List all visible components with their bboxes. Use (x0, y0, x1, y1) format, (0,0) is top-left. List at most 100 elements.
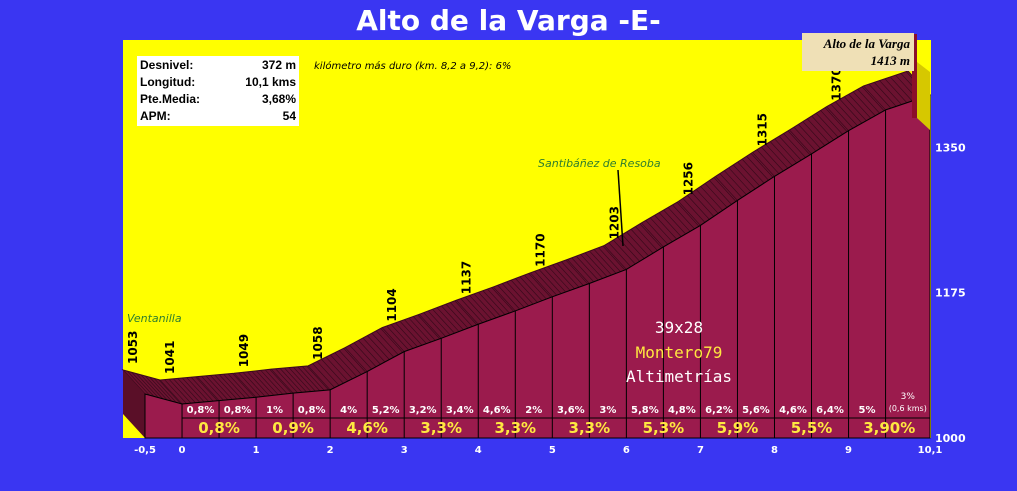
profile-hatch (450, 302, 473, 327)
profile-hatch (493, 286, 516, 312)
segment-gradient-note: (0,6 kms) (889, 404, 927, 413)
profile-hatch (807, 118, 830, 144)
profile-hatch (256, 370, 279, 396)
profile-hatch (534, 270, 558, 296)
profile-hatch (316, 361, 340, 386)
x-tick-label: 9 (845, 445, 852, 456)
profile-hatch (835, 101, 858, 126)
labels-layer: 1053 1041 1049 1058 1104 1137 1170 1203 1256 1315… (126, 67, 927, 437)
y-tick-label: 1000 (935, 432, 966, 445)
profile-hatch (353, 342, 377, 368)
stat-value: 10,1 kms (245, 75, 296, 89)
profile-hatch (678, 201, 701, 226)
y-tick-label: 1175 (935, 287, 966, 300)
profile-hatch (765, 144, 789, 169)
km-gradient-label: 5,3% (643, 419, 685, 437)
profile-hatch (386, 325, 409, 351)
segment-gradient-label: 3,4% (446, 405, 474, 416)
profile-hatch (802, 121, 826, 146)
km-gradient-label: 5,5% (791, 419, 833, 437)
profile-hatch (789, 129, 812, 155)
profile-hatch (543, 267, 566, 293)
profile-hatch (798, 124, 821, 149)
segment-gradient-label: 5% (859, 405, 876, 416)
profile-hatch (260, 370, 284, 395)
profile-hatch (617, 237, 640, 262)
profile-hatch (556, 263, 580, 288)
profile-hatch (284, 367, 307, 393)
altitude-label: 1315 (755, 113, 769, 146)
profile-hatch (325, 356, 349, 382)
profile-hatch (441, 305, 464, 331)
profile-hatch (214, 374, 238, 400)
profile-hatch (752, 152, 775, 177)
profile-hatch (362, 337, 386, 363)
km-gradient-label: 3,90% (863, 419, 915, 437)
profile-hatch (196, 376, 220, 401)
altitude-label: 1203 (607, 206, 621, 239)
profile-hatch (639, 223, 663, 249)
profile-hatch (177, 378, 201, 403)
profile-hatch (820, 110, 843, 135)
profile-hatch (630, 229, 654, 254)
profile-hatch (131, 372, 155, 397)
profile-hatch (395, 322, 418, 348)
segment-gradient-label: 5,2% (372, 405, 400, 416)
x-tick-label: 0 (179, 445, 186, 456)
place-start: Ventanilla (127, 312, 182, 325)
km-gradient-label: 3,3% (420, 419, 462, 437)
profile-hatch (604, 245, 627, 270)
profile-hatch (635, 226, 658, 251)
profile-hatch (247, 371, 270, 397)
profile-hatch (719, 173, 743, 198)
profile-hatch (852, 91, 876, 116)
profile-hatch (524, 274, 547, 300)
stats-box: Desnivel: 372 m Longitud: 10,1 kms Pte.Med… (137, 56, 299, 126)
profile-hatch (530, 272, 553, 298)
profile-hatch (275, 368, 298, 393)
profile-hatch (168, 378, 192, 404)
profile-hatch (186, 377, 209, 402)
profile-hatch (144, 375, 168, 401)
profile-hatch (547, 266, 571, 291)
profile-hatch (330, 354, 353, 380)
profile-hatch (575, 255, 599, 281)
altitude-label: 1049 (237, 334, 251, 367)
profile-hatch (626, 231, 649, 257)
profile-hatch (306, 365, 329, 391)
profile-hatch (879, 80, 902, 105)
segment-gradient-label: 4,8% (668, 405, 696, 416)
profile-hatch (264, 369, 288, 395)
altitude-label: 1170 (533, 233, 547, 266)
km-gradient-label: 3,3% (494, 419, 536, 437)
profile-hatch (423, 312, 446, 337)
profile-hatch (889, 76, 913, 102)
profile-hatch (741, 158, 765, 184)
profile-hatch (848, 94, 872, 119)
profile-hatch (676, 202, 700, 227)
profile-hatch (349, 344, 372, 370)
profile-hatch (460, 298, 483, 323)
altitude-label: 1058 (311, 326, 325, 359)
profile-hatch (815, 112, 839, 138)
profile-hatch (408, 317, 432, 343)
x-tick-label: 6 (623, 445, 630, 456)
profile-hatch (713, 177, 737, 202)
summit-altitude: 1413 m (870, 53, 910, 68)
altitude-label: 1370 (830, 67, 844, 100)
km-gradient-label: 3,3% (569, 419, 611, 437)
stat-row-desnivel: Desnivel: 372 m (140, 57, 296, 74)
x-tick-label: -0,5 (134, 445, 156, 456)
profile-hatch (473, 293, 497, 319)
stat-value: 3,68% (261, 92, 296, 106)
profile-hatch (589, 250, 612, 276)
profile-hatch (219, 374, 242, 399)
profile-hatch (873, 82, 897, 107)
profile-hatch (584, 252, 608, 277)
profile-hatch (195, 376, 218, 401)
profile-hatch (297, 366, 321, 391)
x-tick-label: 3 (401, 445, 408, 456)
profile-hatch (140, 374, 164, 400)
profile-hatch (164, 379, 187, 404)
km-gradient-label: 4,6% (346, 419, 388, 437)
